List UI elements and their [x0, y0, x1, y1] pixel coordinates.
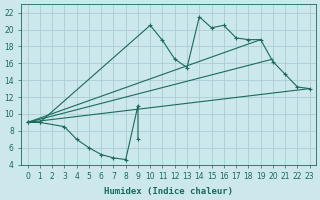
X-axis label: Humidex (Indice chaleur): Humidex (Indice chaleur) — [104, 187, 233, 196]
